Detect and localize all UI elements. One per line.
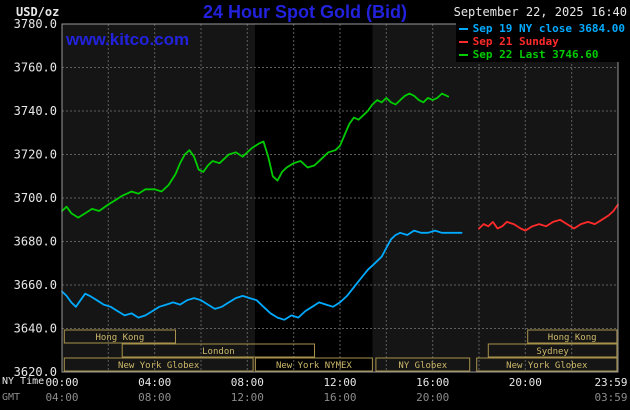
y-tick-label: 3720.0	[14, 148, 57, 162]
legend-label: Sep 21 Sunday	[472, 35, 559, 48]
y-tick-label: 3780.0	[14, 17, 57, 31]
gmt-tick-label: 20:00	[416, 391, 449, 404]
y-tick-label: 3680.0	[14, 235, 57, 249]
x-axis-label-gmt: GMT	[2, 392, 21, 403]
session-label: Hong Kong	[96, 333, 145, 343]
x-tick-label: 04:00	[138, 376, 171, 389]
session-box	[527, 329, 618, 344]
session-label: New York Globex	[506, 361, 588, 371]
series-sep-22-last	[61, 92, 450, 219]
legend-item-sep21: Sep 21 Sunday	[458, 35, 625, 48]
legend-item-sep19: Sep 19 NY close 3684.00	[458, 22, 625, 35]
x-tick-label: 00:00	[45, 376, 78, 389]
legend-item-sep22: Sep 22 Last 3746.60	[458, 48, 625, 61]
y-tick-label: 3640.0	[14, 322, 57, 336]
legend-color-dash	[458, 40, 468, 43]
kitco-link[interactable]: www.kitco.com	[66, 30, 190, 49]
gmt-tick-label: 03:59	[594, 391, 627, 404]
session-box	[375, 357, 471, 372]
x-tick-label: 23:59	[594, 376, 627, 389]
legend-color-dash	[458, 53, 468, 56]
legend-color-dash	[458, 27, 468, 30]
plot-border	[61, 23, 619, 373]
legend-label: Sep 22 Last 3746.60	[472, 48, 599, 61]
y-tick-label: 3700.0	[14, 191, 57, 205]
session-box	[476, 357, 618, 372]
gmt-tick-label: 04:00	[45, 391, 78, 404]
session-box	[121, 343, 315, 358]
y-tick-label: 3740.0	[14, 104, 57, 118]
x-tick-label: 20:00	[509, 376, 542, 389]
gmt-tick-label: 12:00	[231, 391, 264, 404]
gmt-tick-label: 16:00	[323, 391, 356, 404]
session-label: New York NYMEX	[276, 361, 352, 371]
session-box	[254, 357, 373, 372]
y-tick-label: 3760.0	[14, 61, 57, 75]
chart-datetime: September 22, 2025 16:40	[453, 5, 627, 19]
y-tick-label: 3620.0	[14, 365, 57, 379]
y-axis-units: USD/oz	[16, 5, 60, 19]
x-tick-label: 12:00	[323, 376, 356, 389]
gmt-tick-label: 08:00	[138, 391, 171, 404]
x-axis-label-ny-time: NY Time	[2, 376, 45, 387]
series-sep-21-sunday	[478, 203, 619, 232]
legend-label: Sep 19 NY close 3684.00	[472, 22, 625, 35]
session-box	[487, 343, 618, 358]
session-label: Hong Kong	[548, 333, 597, 343]
session-label: New York Globex	[118, 361, 200, 371]
session-box	[63, 329, 176, 344]
session-box	[63, 357, 254, 372]
x-tick-label: 08:00	[231, 376, 264, 389]
session-label: Sydney	[536, 347, 569, 357]
page-title: 24 Hour Spot Gold (Bid)	[203, 2, 407, 22]
chart-legend: Sep 19 NY close 3684.00 Sep 21 Sunday Se…	[455, 21, 628, 62]
session-label: NY Globex	[398, 361, 447, 371]
series-sep-19-ny-close	[61, 229, 463, 321]
x-tick-label: 16:00	[416, 376, 449, 389]
session-label: London	[202, 347, 235, 357]
y-tick-label: 3660.0	[14, 278, 57, 292]
